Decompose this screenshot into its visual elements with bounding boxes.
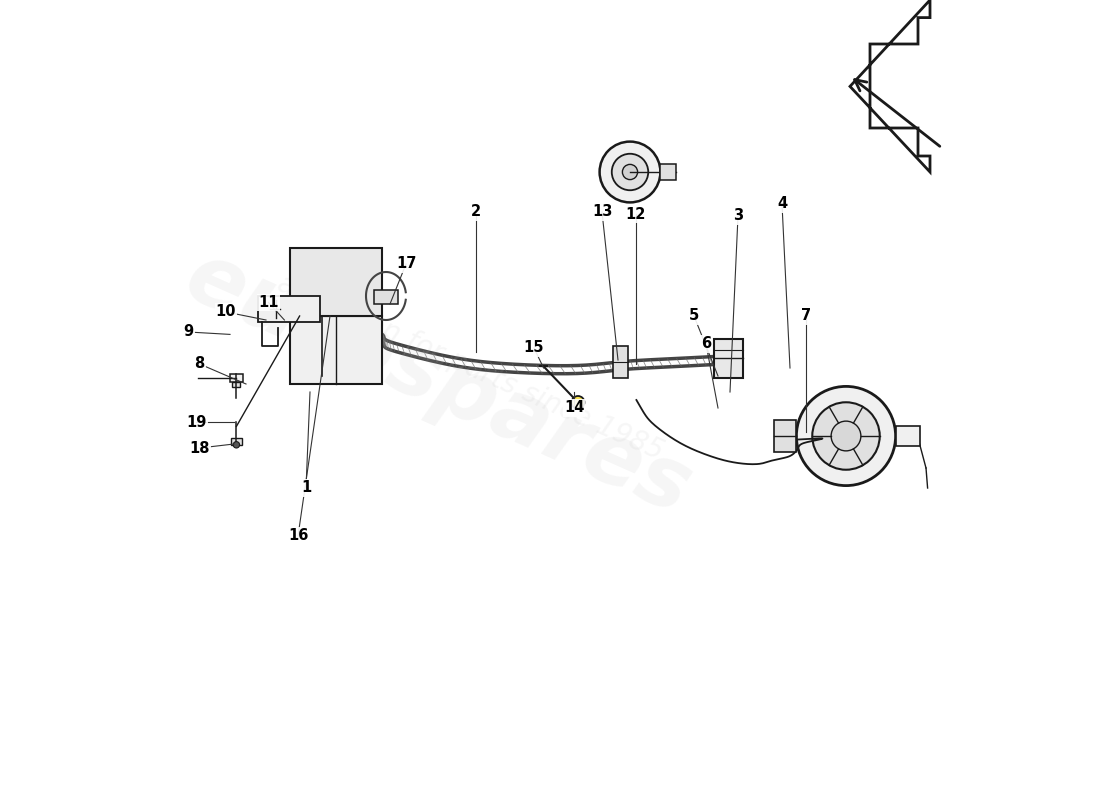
Bar [290,316,382,384]
Text: a passion for parts since 1985: a passion for parts since 1985 [273,270,668,466]
Text: 10: 10 [216,305,236,319]
Bar [230,374,243,382]
Text: 11: 11 [258,295,278,310]
Text: 2: 2 [471,205,482,219]
Bar [258,296,320,322]
Circle shape [572,396,584,409]
Text: 12: 12 [626,207,646,222]
Text: eurospares: eurospares [173,235,704,533]
Text: 14: 14 [564,401,584,415]
Bar [774,420,796,452]
Text: 9: 9 [184,325,194,339]
Bar [660,164,676,180]
Circle shape [796,386,895,486]
Bar [613,346,628,378]
Circle shape [623,164,638,180]
Circle shape [612,154,648,190]
Text: 4: 4 [777,197,788,211]
Circle shape [600,142,660,202]
Text: 1: 1 [301,481,311,495]
Circle shape [812,402,880,470]
Bar [301,298,318,316]
Circle shape [832,421,861,451]
Text: 6: 6 [701,337,711,351]
Bar [341,298,358,316]
Text: 13: 13 [592,205,613,219]
Text: 17: 17 [396,257,416,271]
Text: 7: 7 [801,309,811,323]
Text: 18: 18 [189,441,210,455]
Text: 5: 5 [689,309,700,323]
Text: 8: 8 [195,357,205,371]
Circle shape [233,442,240,448]
Bar [231,438,242,445]
Text: 3: 3 [733,209,744,223]
Bar [290,248,382,316]
Text: 19: 19 [186,415,207,430]
Text: 15: 15 [524,341,544,355]
Bar [232,382,241,387]
Text: 16: 16 [288,529,308,543]
Bar [714,339,742,378]
Bar [374,290,398,304]
Bar [895,426,920,446]
